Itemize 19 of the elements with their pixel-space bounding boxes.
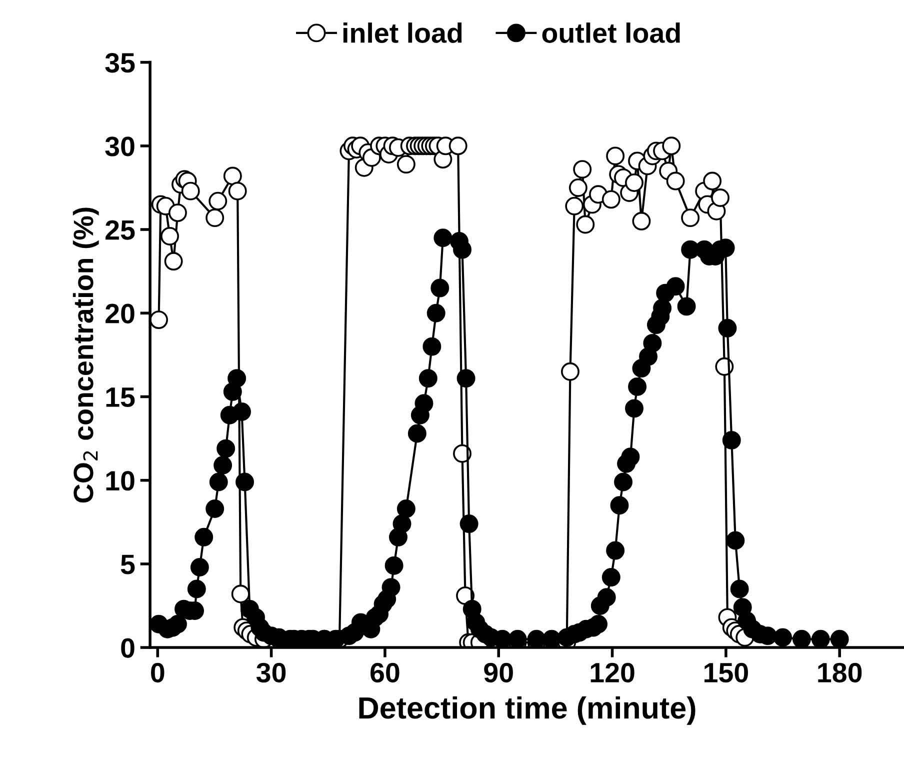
y-tick-label: 15 [106,388,135,408]
legend-label: inlet load [343,22,462,43]
x-tick-label: 0 [151,662,164,683]
x-tick-label: 180 [818,662,862,683]
y-tick-label: 35 [105,52,135,73]
y-tick-label: 0 [121,638,134,658]
x-tick-label: 90 [484,662,513,683]
x-tick-label: 30 [256,662,286,683]
x-axis-title: Detection time (minute) [359,696,696,725]
x-tick-label: 120 [590,662,634,683]
y-tick-label: 10 [106,470,134,491]
y-tick-label: 20 [106,304,134,324]
x-tick-label: 60 [370,662,400,683]
x-tick-label: 150 [704,662,748,683]
y-axis-title: CO$_{2}$ concentration (%) [72,208,99,503]
y-tick-label: 30 [105,136,134,156]
y-tick-label: 5 [120,554,135,574]
y-tick-label: 25 [106,220,135,240]
legend-label: outlet load [542,22,680,43]
